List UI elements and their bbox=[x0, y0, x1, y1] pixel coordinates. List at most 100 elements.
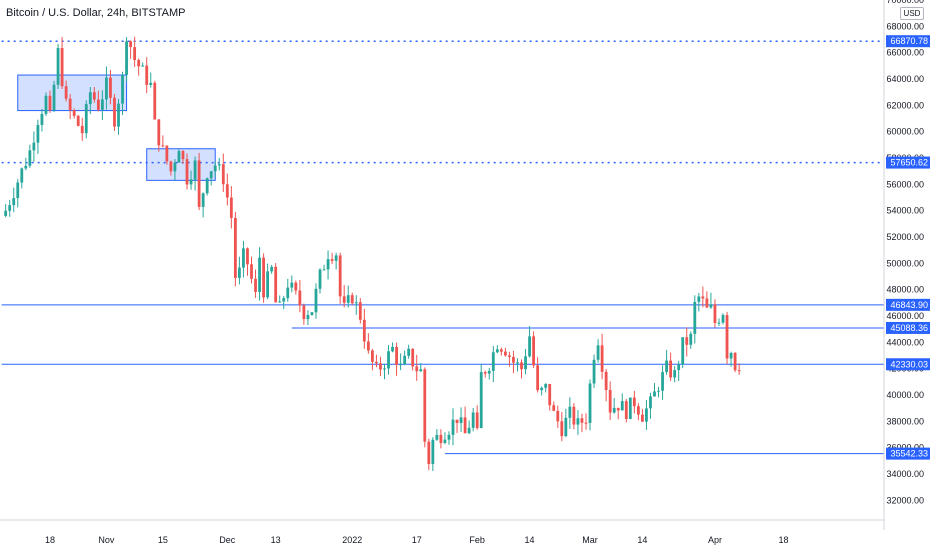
candle-body[interactable] bbox=[532, 336, 535, 366]
candle-body[interactable] bbox=[258, 257, 261, 292]
candle-body[interactable] bbox=[536, 365, 540, 391]
candle-body[interactable] bbox=[84, 104, 88, 134]
candle-body[interactable] bbox=[238, 267, 241, 278]
candle-body[interactable] bbox=[600, 345, 604, 372]
currency-selector[interactable]: USD bbox=[900, 7, 924, 20]
candle-body[interactable] bbox=[483, 372, 487, 374]
candle-body[interactable] bbox=[641, 414, 644, 422]
candle-body[interactable] bbox=[366, 341, 370, 351]
candle-body[interactable] bbox=[665, 360, 668, 373]
candle-body[interactable] bbox=[129, 41, 132, 48]
candle-body[interactable] bbox=[80, 125, 84, 134]
candle-body[interactable] bbox=[298, 290, 302, 306]
candle-body[interactable] bbox=[620, 401, 624, 411]
price-zone-box[interactable] bbox=[17, 74, 128, 112]
candle-body[interactable] bbox=[306, 314, 310, 320]
candle-body[interactable] bbox=[117, 103, 120, 127]
candle-body[interactable] bbox=[274, 266, 278, 303]
candle-body[interactable] bbox=[576, 418, 580, 425]
candle-body[interactable] bbox=[508, 355, 511, 357]
candle-body[interactable] bbox=[608, 390, 612, 413]
candle-body[interactable] bbox=[294, 282, 298, 291]
candle-body[interactable] bbox=[217, 164, 221, 166]
candle-body[interactable] bbox=[177, 151, 181, 163]
candle-body[interactable] bbox=[544, 383, 548, 388]
candle-body[interactable] bbox=[721, 315, 725, 323]
candle-body[interactable] bbox=[358, 302, 362, 320]
candle-body[interactable] bbox=[12, 198, 16, 206]
candle-body[interactable] bbox=[8, 205, 12, 211]
candle-body[interactable] bbox=[121, 74, 124, 104]
candle-body[interactable] bbox=[709, 304, 713, 308]
candle-body[interactable] bbox=[636, 406, 640, 415]
candle-body[interactable] bbox=[512, 356, 515, 363]
candle-body[interactable] bbox=[443, 439, 447, 443]
candle-body[interactable] bbox=[334, 255, 338, 261]
candle-body[interactable] bbox=[669, 360, 673, 378]
candle-body[interactable] bbox=[717, 322, 721, 324]
candle-body[interactable] bbox=[729, 352, 733, 359]
candle-body[interactable] bbox=[229, 197, 233, 218]
candle-body[interactable] bbox=[584, 422, 588, 424]
candle-body[interactable] bbox=[697, 296, 701, 302]
candle-body[interactable] bbox=[44, 95, 48, 114]
candle-body[interactable] bbox=[548, 383, 552, 406]
candle-body[interactable] bbox=[330, 259, 334, 261]
candle-body[interactable] bbox=[487, 370, 491, 374]
candle-body[interactable] bbox=[145, 65, 149, 85]
candle-body[interactable] bbox=[193, 160, 197, 180]
candle-body[interactable] bbox=[657, 390, 660, 392]
candle-body[interactable] bbox=[423, 369, 427, 442]
candle-body[interactable] bbox=[109, 77, 112, 98]
candle-body[interactable] bbox=[113, 97, 116, 127]
candle-body[interactable] bbox=[60, 47, 64, 87]
candle-body[interactable] bbox=[475, 412, 479, 429]
candle-body[interactable] bbox=[72, 110, 76, 116]
candle-body[interactable] bbox=[653, 391, 656, 397]
candle-body[interactable] bbox=[16, 182, 20, 199]
candle-body[interactable] bbox=[479, 372, 483, 429]
price-zone-box[interactable] bbox=[146, 148, 216, 181]
candle-body[interactable] bbox=[411, 348, 415, 367]
candle-body[interactable] bbox=[157, 119, 161, 146]
candle-body[interactable] bbox=[137, 59, 141, 67]
candle-body[interactable] bbox=[52, 84, 56, 111]
candle-body[interactable] bbox=[28, 150, 32, 166]
candle-body[interactable] bbox=[677, 364, 681, 371]
candle-body[interactable] bbox=[20, 168, 24, 183]
candle-body[interactable] bbox=[447, 434, 451, 440]
candle-body[interactable] bbox=[36, 124, 40, 143]
candle-body[interactable] bbox=[246, 248, 249, 265]
candle-body[interactable] bbox=[491, 352, 495, 371]
candle-body[interactable] bbox=[528, 336, 531, 357]
candle-body[interactable] bbox=[354, 302, 358, 304]
candle-body[interactable] bbox=[310, 312, 314, 315]
candle-body[interactable] bbox=[427, 441, 431, 465]
candle-body[interactable] bbox=[149, 82, 153, 85]
candle-body[interactable] bbox=[165, 145, 169, 162]
candle-body[interactable] bbox=[459, 417, 463, 424]
candle-body[interactable] bbox=[4, 210, 8, 216]
candle-body[interactable] bbox=[48, 95, 52, 111]
candle-body[interactable] bbox=[362, 319, 366, 342]
candle-body[interactable] bbox=[560, 421, 564, 437]
candle-body[interactable] bbox=[604, 371, 608, 391]
candle-body[interactable] bbox=[133, 47, 137, 60]
candle-body[interactable] bbox=[64, 86, 68, 99]
candle-body[interactable] bbox=[169, 161, 173, 172]
candle-body[interactable] bbox=[399, 364, 403, 366]
candle-body[interactable] bbox=[242, 248, 245, 268]
candle-body[interactable] bbox=[100, 99, 104, 110]
candle-body[interactable] bbox=[624, 401, 628, 419]
candle-body[interactable] bbox=[661, 372, 664, 391]
candle-body[interactable] bbox=[415, 366, 419, 372]
candle-body[interactable] bbox=[270, 266, 274, 272]
candle-body[interactable] bbox=[371, 350, 374, 362]
candle-body[interactable] bbox=[564, 417, 568, 437]
candle-body[interactable] bbox=[391, 346, 394, 352]
candle-body[interactable] bbox=[96, 99, 100, 110]
candle-body[interactable] bbox=[318, 269, 322, 289]
candle-body[interactable] bbox=[520, 362, 523, 370]
candle-body[interactable] bbox=[286, 287, 290, 299]
